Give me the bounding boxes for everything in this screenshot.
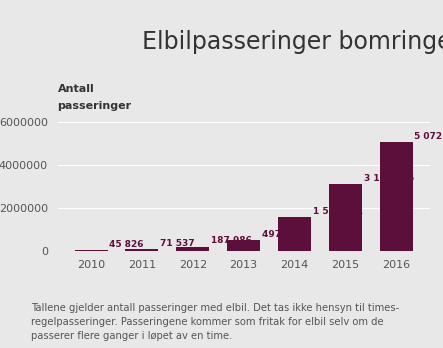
Bar xyxy=(329,184,362,251)
Text: 497 285: 497 285 xyxy=(262,230,303,239)
Bar xyxy=(176,246,209,251)
Text: Elbilpasseringer bomringen Bergen: Elbilpasseringer bomringen Bergen xyxy=(142,30,443,54)
Text: passeringer: passeringer xyxy=(58,101,132,111)
Bar xyxy=(380,142,413,251)
Bar xyxy=(278,217,311,251)
Bar xyxy=(125,249,159,251)
Text: 45 826: 45 826 xyxy=(109,239,144,248)
Text: 187 986: 187 986 xyxy=(211,236,252,245)
Text: 71 537: 71 537 xyxy=(160,239,195,248)
Bar xyxy=(74,250,108,251)
Text: 1 570 631: 1 570 631 xyxy=(313,207,363,216)
Bar xyxy=(227,240,260,251)
Text: Antall: Antall xyxy=(58,84,94,94)
Text: 3 126 795: 3 126 795 xyxy=(364,174,414,183)
Text: 5 072 573: 5 072 573 xyxy=(415,132,443,141)
Text: Tallene gjelder antall passeringer med elbil. Det tas ikke hensyn til times-
reg: Tallene gjelder antall passeringer med e… xyxy=(31,303,399,341)
